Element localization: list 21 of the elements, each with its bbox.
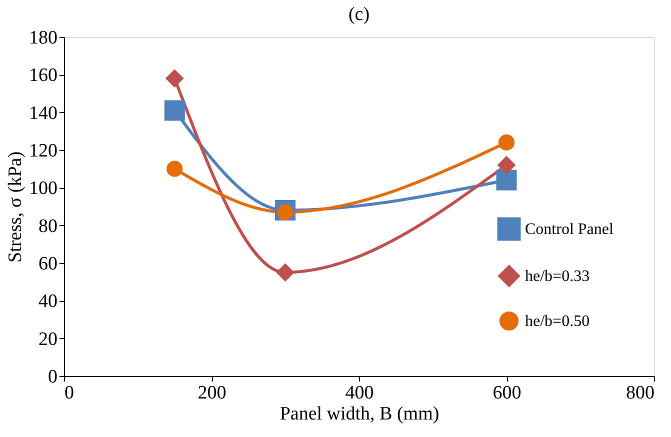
y-tick-label: 140 xyxy=(29,102,58,124)
y-tick-label: 180 xyxy=(29,28,58,48)
x-tick-label: 600 xyxy=(492,382,522,404)
x-tick-label: 800 xyxy=(626,382,654,404)
y-tick-label: 160 xyxy=(29,65,58,86)
x-tick-label: 200 xyxy=(198,382,226,404)
y-tick-label: 20 xyxy=(38,328,58,350)
y-tick-label: 80 xyxy=(38,216,58,237)
x-tick-label: 0 xyxy=(64,382,74,404)
y-tick-label: 120 xyxy=(29,140,58,162)
x-axis-title: Panel width, B (mm) xyxy=(280,404,440,424)
chart-title: (c) xyxy=(348,4,370,25)
legend-label: he/b=0.33 xyxy=(525,268,590,285)
x-tick-label: 400 xyxy=(345,382,374,404)
legend-label: he/b=0.50 xyxy=(525,313,590,330)
y-axis-title: Stress, σ (kPa) xyxy=(5,151,26,263)
y-tick-label: 60 xyxy=(38,254,58,274)
legend-label: Control Panel xyxy=(525,221,614,238)
y-tick-label: 100 xyxy=(29,178,58,200)
y-tick-label: 0 xyxy=(48,366,58,388)
y-tick-label: 40 xyxy=(38,291,58,312)
